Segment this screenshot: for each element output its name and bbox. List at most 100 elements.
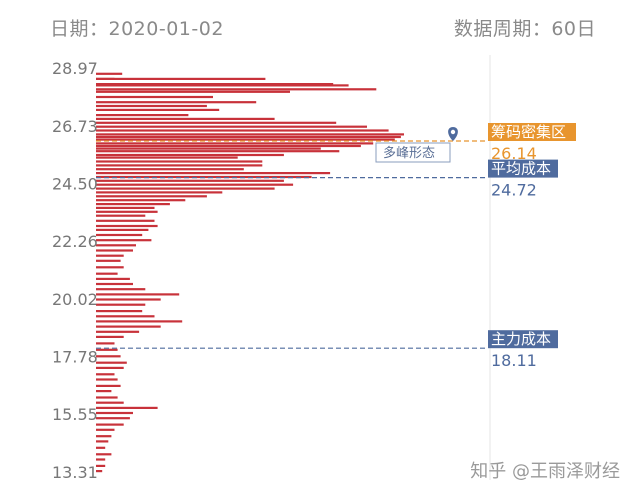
watermark: 知乎 @王雨泽财经	[470, 461, 620, 482]
chip-bar	[96, 293, 180, 296]
chip-bar	[96, 384, 121, 387]
chip-bar	[96, 187, 275, 190]
y-tick-label: 24.50	[52, 174, 98, 193]
chip-bar	[96, 104, 207, 108]
chip-zone-tag	[488, 123, 576, 141]
chip-zone-tag-label: 筹码密集区	[491, 123, 566, 141]
chip-bar	[96, 288, 146, 291]
chip-bar	[96, 95, 213, 99]
chip-bar	[96, 77, 266, 80]
chip-bar	[96, 195, 207, 198]
date-label: 日期：2020-01-02	[50, 18, 224, 40]
chip-bar	[96, 435, 112, 438]
chip-bar	[96, 401, 124, 404]
chip-bar	[96, 453, 112, 456]
chip-bar	[96, 228, 149, 231]
chip-bar	[96, 249, 133, 252]
chip-bar	[96, 121, 337, 124]
chip-bar	[96, 464, 106, 467]
chip-bar	[96, 114, 189, 117]
chip-bar	[96, 206, 155, 209]
chip-bar	[96, 133, 404, 136]
chip-bar	[96, 406, 158, 409]
chip-bar	[96, 277, 130, 280]
chip-bar	[96, 125, 367, 128]
chip-bar	[96, 156, 238, 159]
chip-bar	[96, 303, 146, 306]
chip-bar	[96, 298, 161, 301]
chip-bar	[96, 150, 340, 153]
chip-bar	[96, 88, 377, 91]
chip-bar	[96, 117, 275, 120]
y-tick-label: 28.97	[52, 59, 98, 78]
bars-group	[96, 72, 404, 473]
chip-bar	[96, 315, 155, 318]
chip-bar	[96, 266, 124, 269]
period-label: 数据周期：60日	[453, 18, 596, 40]
chip-bar	[96, 440, 109, 443]
chip-bar	[96, 342, 115, 345]
multi-peak-note: 多峰形态	[383, 145, 435, 161]
y-tick-label: 26.73	[52, 117, 98, 136]
chip-bar	[96, 446, 106, 449]
chip-bar	[96, 83, 334, 86]
chip-bar	[96, 179, 284, 182]
chip-bar	[96, 191, 223, 194]
avg-cost-tag	[488, 159, 558, 178]
chip-bar	[96, 411, 133, 415]
y-axis: 28.97 26.73 24.50 22.26 20.02 17.78 15.55 13.31	[52, 59, 98, 482]
chip-bar	[96, 233, 143, 237]
chip-bar	[96, 210, 158, 213]
chip-bar	[96, 320, 183, 323]
chip-zone-value: 26.14	[491, 144, 537, 163]
chip-bar	[96, 214, 146, 217]
chip-bar	[96, 199, 186, 202]
chip-bar	[96, 101, 257, 104]
chip-bar	[96, 396, 118, 399]
chip-bar	[96, 164, 263, 167]
chip-bar	[96, 108, 220, 111]
main-cost-tag	[488, 330, 558, 349]
chip-bar	[96, 470, 103, 473]
y-tick-label: 13.31	[52, 463, 98, 482]
chip-bar	[96, 259, 121, 262]
chip-bar	[96, 361, 127, 364]
chip-bar	[96, 144, 361, 148]
chip-bar	[96, 272, 118, 275]
chip-bar	[96, 423, 124, 426]
chip-bar	[96, 366, 124, 369]
chip-bar	[96, 390, 112, 393]
chip-bar	[96, 330, 140, 333]
chip-bar	[96, 138, 395, 141]
y-tick-label: 22.26	[52, 232, 98, 251]
y-tick-label: 20.02	[52, 290, 98, 309]
chip-bar	[96, 239, 152, 242]
chip-bar	[96, 224, 158, 228]
chip-bar	[96, 129, 389, 132]
chip-bar	[96, 72, 123, 75]
pin-center-icon	[450, 129, 456, 135]
main-cost-tag-label: 主力成本	[491, 330, 551, 348]
chip-bar	[96, 310, 143, 313]
chip-bar	[96, 153, 284, 157]
chip-bar	[96, 219, 155, 222]
chip-bar	[96, 172, 331, 175]
chip-bar	[96, 84, 349, 87]
chip-bar	[96, 348, 118, 351]
chip-bar	[96, 168, 244, 171]
chip-bar	[96, 458, 106, 461]
chip-bar	[96, 254, 124, 257]
chip-bar	[96, 160, 263, 163]
y-tick-label: 17.78	[52, 348, 98, 367]
chip-bar	[96, 203, 170, 206]
avg-cost-tag-label: 平均成本	[491, 160, 551, 178]
main-cost-value: 18.11	[491, 351, 537, 370]
chip-bar	[96, 428, 115, 431]
chip-bar	[96, 142, 374, 145]
chip-bar	[96, 135, 401, 139]
y-tick-label: 15.55	[52, 405, 98, 424]
chip-bar	[96, 325, 161, 328]
chip-bar	[96, 335, 124, 338]
